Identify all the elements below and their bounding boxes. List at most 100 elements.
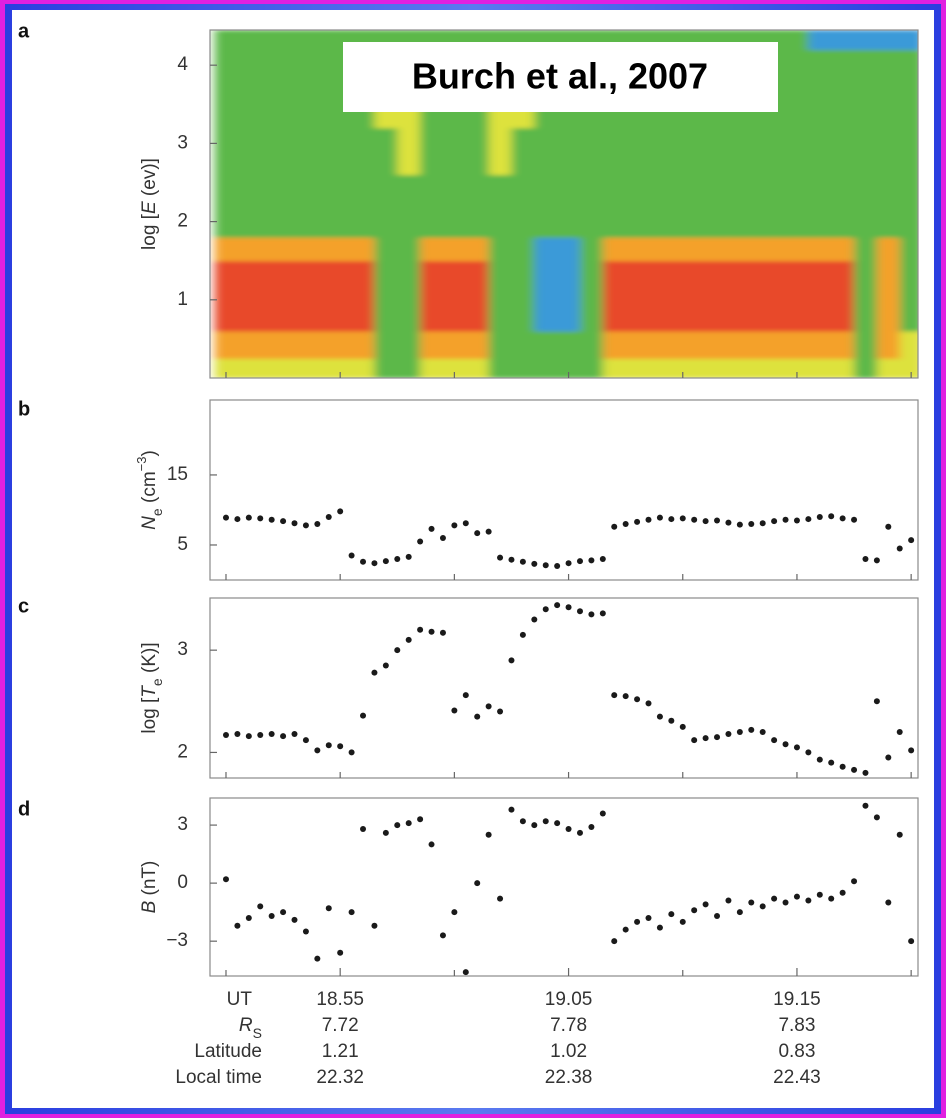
- data-point: [542, 818, 549, 825]
- heat-cell: [420, 127, 444, 176]
- data-point: [382, 662, 389, 669]
- data-point: [382, 829, 389, 836]
- data-point: [245, 914, 252, 921]
- data-point: [862, 555, 869, 562]
- heat-cell: [808, 30, 832, 51]
- data-point: [508, 657, 515, 664]
- data-point: [873, 698, 880, 705]
- data-point: [908, 938, 915, 945]
- data-point: [839, 515, 846, 522]
- heat-cell: [602, 358, 627, 378]
- heat-cell: [648, 358, 672, 378]
- table-cell: 7.78: [550, 1015, 587, 1036]
- heat-cell: [808, 237, 832, 262]
- data-point: [371, 669, 378, 676]
- heat-cell: [214, 237, 238, 262]
- heat-cell: [351, 237, 375, 262]
- heat-cell: [305, 331, 330, 359]
- data-point: [771, 518, 778, 525]
- heat-cell: [237, 30, 261, 51]
- heat-cell: [625, 331, 650, 359]
- label-part: (ev)]: [139, 158, 160, 201]
- heat-cell: [214, 174, 238, 238]
- data-point: [816, 891, 823, 898]
- heat-cell: [442, 358, 467, 378]
- y-tick-label: 0: [177, 872, 188, 893]
- data-point: [554, 820, 561, 827]
- heat-cell: [648, 174, 672, 238]
- data-point: [702, 901, 709, 908]
- data-point: [645, 516, 652, 523]
- heat-cell: [237, 104, 261, 129]
- data-point: [474, 530, 481, 537]
- heat-cell: [694, 358, 718, 378]
- heat-cell: [831, 49, 855, 105]
- y-axis-label: B (nT): [139, 861, 160, 914]
- x-tick-label: 18.55: [316, 989, 364, 1010]
- data-point: [474, 880, 481, 887]
- heat-cell: [237, 174, 261, 238]
- heat-cell: [625, 127, 650, 176]
- data-point: [325, 742, 332, 749]
- heat-cell: [305, 237, 330, 262]
- data-point: [337, 949, 344, 956]
- data-point: [451, 909, 458, 916]
- heat-cell: [739, 237, 764, 262]
- heat-cell: [283, 237, 307, 262]
- data-point: [645, 700, 652, 707]
- heat-cell: [671, 331, 695, 359]
- data-point: [234, 516, 241, 523]
- heat-cell: [808, 174, 832, 238]
- heat-cell: [579, 237, 604, 262]
- data-point: [771, 895, 778, 902]
- x-tick-label: 19.05: [545, 989, 593, 1010]
- heat-cell: [214, 30, 238, 51]
- data-point: [451, 707, 458, 714]
- table-cell: 22.32: [316, 1067, 364, 1088]
- data-point: [519, 818, 526, 825]
- data-point: [885, 523, 892, 530]
- heat-cell: [351, 260, 375, 332]
- heat-cell: [808, 127, 832, 176]
- heat-cell: [260, 260, 284, 332]
- heat-cell: [671, 174, 695, 238]
- data-point: [462, 520, 469, 527]
- heat-cell: [511, 260, 535, 332]
- data-point: [885, 754, 892, 761]
- data-point: [668, 516, 675, 523]
- spectrogram: [214, 30, 918, 378]
- data-point: [268, 913, 275, 920]
- heat-cell: [694, 237, 718, 262]
- data-point: [531, 560, 538, 567]
- data-point: [554, 562, 561, 569]
- table-cell: 7.72: [322, 1015, 359, 1036]
- heat-cell: [420, 260, 444, 332]
- data-point: [382, 558, 389, 565]
- data-point: [291, 916, 298, 923]
- label-part: e: [149, 678, 165, 686]
- heat-cell: [351, 331, 375, 359]
- heat-cell: [534, 331, 558, 359]
- data-point: [839, 889, 846, 896]
- data-point: [576, 558, 583, 565]
- data-point: [611, 523, 618, 530]
- data-point: [314, 520, 321, 527]
- data-point: [485, 703, 492, 710]
- data-point: [554, 602, 561, 609]
- heat-cell: [876, 49, 901, 105]
- heat-cell: [214, 331, 238, 359]
- heat-cell: [557, 260, 581, 332]
- data-point: [462, 969, 469, 976]
- heat-cell: [671, 358, 695, 378]
- data-point: [805, 749, 812, 756]
- heat-cell: [876, 260, 901, 332]
- data-point: [622, 693, 629, 700]
- heat-cell: [785, 260, 809, 332]
- heat-cell: [671, 260, 695, 332]
- heat-cell: [831, 331, 855, 359]
- heat-cell: [534, 237, 558, 262]
- heat-cell: [602, 127, 627, 176]
- data-point: [873, 814, 880, 821]
- heat-cell: [602, 331, 627, 359]
